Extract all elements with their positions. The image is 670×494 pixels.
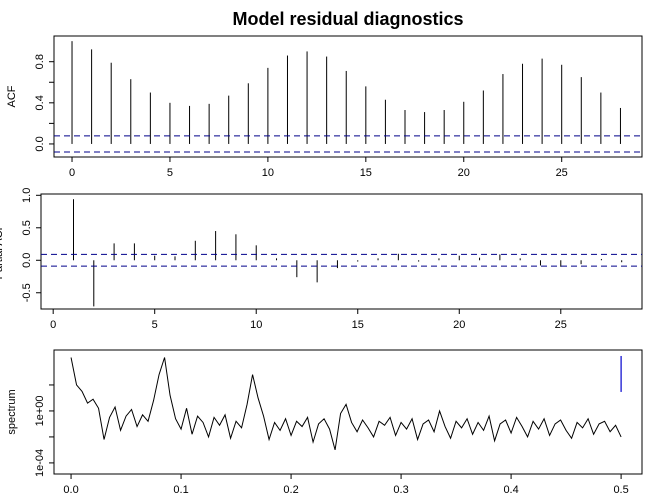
x-tick-label: 25 bbox=[556, 167, 568, 179]
x-tick-label: 0.4 bbox=[503, 484, 518, 494]
plot-frame bbox=[53, 349, 643, 475]
y-tick-label: 0.8 bbox=[34, 54, 46, 69]
y-tick-label: 1e-04 bbox=[34, 449, 46, 477]
x-tick-label: 0.1 bbox=[173, 484, 188, 494]
x-tick-label: 0.0 bbox=[63, 484, 78, 494]
x-tick-label: 25 bbox=[555, 319, 567, 331]
y-tick-label: 0.5 bbox=[21, 220, 33, 235]
x-tick-label: 5 bbox=[167, 167, 173, 179]
x-tick-label: 10 bbox=[250, 319, 262, 331]
x-tick-label: 0.3 bbox=[393, 484, 408, 494]
x-tick-label: 0 bbox=[50, 319, 56, 331]
y-axis-label: ACF bbox=[6, 85, 18, 107]
chart-title: Model residual diagnostics bbox=[232, 9, 463, 29]
y-axis-label: Partial ACF bbox=[0, 223, 5, 279]
x-tick-label: 10 bbox=[262, 167, 274, 179]
y-tick-label: 1e+00 bbox=[34, 395, 46, 426]
x-tick-label: 15 bbox=[360, 167, 372, 179]
y-tick-label: 0.0 bbox=[34, 136, 46, 151]
x-tick-label: 20 bbox=[458, 167, 470, 179]
x-tick-label: 5 bbox=[152, 319, 158, 331]
x-tick-label: 20 bbox=[453, 319, 465, 331]
plot-frame bbox=[53, 35, 643, 158]
x-tick-label: 0.2 bbox=[283, 484, 298, 494]
x-tick-label: 0.5 bbox=[613, 484, 628, 494]
spectrum-line bbox=[70, 357, 622, 451]
y-tick-label: 0.0 bbox=[21, 253, 33, 268]
plot-frame bbox=[40, 193, 643, 310]
y-tick-label: 1.0 bbox=[21, 188, 33, 203]
y-tick-label: -0.5 bbox=[21, 283, 33, 302]
y-tick-label: 0.4 bbox=[34, 95, 46, 110]
y-axis-label: spectrum bbox=[6, 389, 18, 434]
x-tick-label: 15 bbox=[352, 319, 364, 331]
x-tick-label: 0 bbox=[69, 167, 75, 179]
